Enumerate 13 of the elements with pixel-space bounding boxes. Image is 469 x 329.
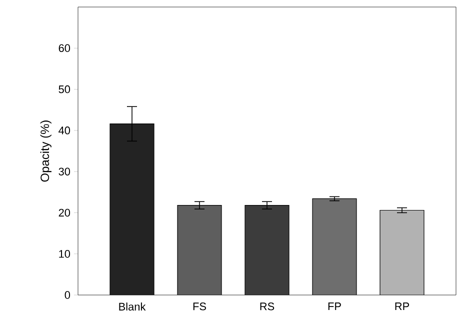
y-tick-label: 10 [59,250,70,258]
x-tick-label: RP [395,302,410,310]
x-tick-label: FS [193,302,206,310]
y-tick-label: 40 [58,126,70,134]
x-tick-label: FP [328,302,341,310]
x-tick-label: RS [260,302,274,310]
y-tick-label: 50 [58,85,70,94]
y-tick-label: 30 [58,168,70,176]
y-axis-title: Opacity (%) [40,120,52,182]
x-tick-label: Blank [119,302,146,311]
y-tick-label: 20 [58,208,70,217]
y-tick-label: 60 [58,44,70,52]
y-tick-label: 0 [64,291,70,299]
